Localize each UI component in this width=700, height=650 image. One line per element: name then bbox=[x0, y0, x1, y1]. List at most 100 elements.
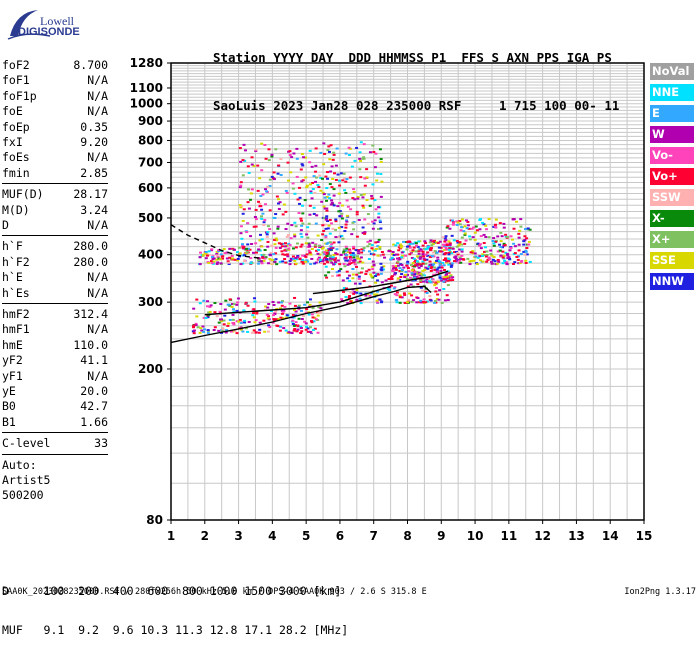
echo-point bbox=[440, 266, 444, 269]
echo-point bbox=[491, 240, 495, 243]
echo-point bbox=[306, 236, 310, 239]
echo-point bbox=[446, 284, 450, 287]
echo-point bbox=[278, 329, 282, 332]
echo-point bbox=[334, 252, 338, 255]
echo-point bbox=[281, 260, 285, 263]
echo-point bbox=[408, 246, 412, 249]
echo-point bbox=[319, 307, 323, 310]
echo-point bbox=[304, 328, 308, 331]
echo-point bbox=[296, 198, 300, 201]
echo-point bbox=[215, 252, 219, 255]
param-name: 500200 bbox=[2, 488, 44, 503]
echo-point bbox=[330, 201, 334, 204]
echo-point bbox=[206, 305, 210, 308]
echo-point bbox=[326, 261, 330, 264]
echo-point bbox=[312, 212, 316, 215]
echo-point bbox=[313, 262, 317, 265]
echo-point bbox=[359, 159, 363, 162]
echo-point bbox=[259, 194, 263, 197]
echo-point bbox=[443, 268, 447, 271]
echo-point bbox=[343, 256, 347, 259]
echo-point bbox=[513, 245, 517, 248]
echo-point bbox=[354, 249, 358, 252]
echo-point bbox=[353, 198, 357, 201]
echo-point bbox=[475, 263, 479, 266]
echo-point bbox=[430, 266, 434, 269]
echo-point bbox=[310, 165, 314, 168]
echo-point bbox=[398, 278, 402, 281]
echo-point bbox=[425, 300, 429, 303]
echo-point bbox=[438, 261, 442, 264]
echo-point bbox=[375, 172, 379, 175]
echo-point bbox=[443, 299, 447, 302]
echo-point bbox=[464, 239, 468, 242]
echo-point bbox=[208, 310, 212, 313]
echo-point bbox=[485, 260, 489, 263]
y-tick-label: 900 bbox=[138, 114, 163, 128]
echo-point bbox=[378, 219, 382, 222]
param-row: foEp 0.35 bbox=[2, 119, 108, 135]
echo-point bbox=[353, 159, 357, 162]
echo-point bbox=[349, 262, 353, 265]
echo-point bbox=[288, 302, 292, 305]
echo-point bbox=[424, 266, 428, 269]
echo-point bbox=[258, 328, 262, 331]
echo-point bbox=[307, 313, 311, 316]
echo-point bbox=[254, 218, 258, 221]
echo-point bbox=[413, 264, 417, 267]
echo-point bbox=[224, 299, 228, 302]
echo-point bbox=[400, 296, 404, 299]
echo-point bbox=[464, 219, 468, 222]
param-row: yF1 N/A bbox=[2, 368, 108, 384]
echo-point bbox=[263, 330, 267, 333]
echo-point bbox=[254, 251, 258, 254]
echo-point bbox=[362, 249, 366, 252]
echo-point bbox=[424, 242, 428, 245]
echo-point bbox=[314, 180, 318, 183]
echo-point bbox=[322, 258, 326, 261]
echo-point bbox=[429, 247, 433, 250]
echo-point bbox=[406, 240, 410, 243]
echo-point bbox=[419, 265, 423, 268]
echo-point bbox=[349, 300, 353, 303]
echo-point bbox=[278, 246, 282, 249]
echo-point bbox=[247, 171, 251, 174]
echo-point bbox=[257, 248, 261, 251]
echo-point bbox=[429, 299, 433, 302]
echo-point bbox=[329, 246, 333, 249]
legend-item: E bbox=[650, 105, 694, 122]
echo-point bbox=[463, 242, 467, 245]
echo-point bbox=[261, 212, 265, 215]
echo-point bbox=[440, 301, 444, 304]
echo-point bbox=[334, 236, 338, 239]
echo-point bbox=[362, 157, 366, 160]
param-value: N/A bbox=[87, 104, 108, 119]
echo-point bbox=[366, 240, 370, 243]
echo-point bbox=[266, 240, 270, 243]
echo-point bbox=[481, 253, 485, 256]
param-row: 500200 bbox=[2, 487, 108, 503]
echo-point bbox=[289, 237, 293, 240]
echo-point bbox=[359, 256, 363, 259]
echo-point bbox=[484, 235, 488, 238]
echo-point bbox=[252, 164, 256, 167]
echo-point bbox=[424, 262, 428, 265]
echo-point bbox=[412, 246, 416, 249]
echo-point bbox=[236, 301, 240, 304]
echo-point bbox=[405, 301, 409, 304]
echo-point bbox=[260, 142, 264, 145]
echo-point bbox=[258, 202, 262, 205]
echo-point bbox=[204, 251, 208, 254]
echo-point bbox=[247, 320, 251, 323]
echo-point bbox=[308, 183, 312, 186]
echo-point bbox=[336, 236, 340, 239]
echo-point bbox=[291, 182, 295, 185]
echo-point bbox=[380, 251, 384, 254]
echo-point bbox=[319, 176, 323, 179]
echo-point bbox=[317, 256, 321, 259]
echo-point bbox=[241, 159, 245, 162]
echo-point bbox=[494, 240, 498, 243]
echo-point bbox=[299, 327, 303, 330]
echo-point bbox=[471, 250, 475, 253]
echo-point bbox=[324, 265, 328, 268]
